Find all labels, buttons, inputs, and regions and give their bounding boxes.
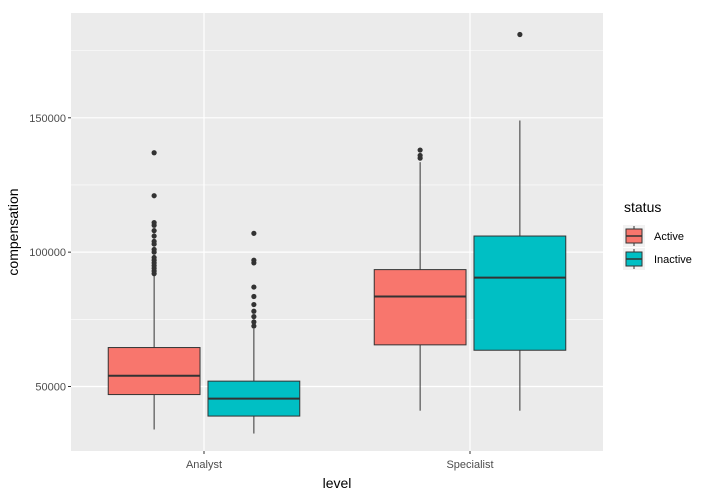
outlier-point <box>251 323 257 329</box>
outlier-point <box>251 301 257 308</box>
outlier-point <box>251 293 257 300</box>
outlier-point <box>251 319 257 325</box>
outlier-point <box>151 219 157 226</box>
y-tick-label: 100000 <box>29 247 66 259</box>
outlier-point <box>251 314 257 320</box>
outlier-point <box>151 254 157 261</box>
y-tick-label: 150000 <box>29 113 66 125</box>
outlier-point <box>251 284 257 290</box>
outlier-point <box>417 152 423 159</box>
outlier-point <box>151 233 157 239</box>
outlier-point <box>151 228 157 234</box>
y-axis: 50000 100000 150000 <box>29 113 71 394</box>
box-active-analyst <box>107 150 201 430</box>
x-axis: Analyst Specialist <box>186 451 494 471</box>
x-axis-title: level <box>323 475 352 491</box>
legend-label: Inactive <box>654 254 692 266</box>
outlier-point <box>251 308 257 314</box>
box-inactive-specialist <box>473 31 567 411</box>
x-tick-label: Specialist <box>446 459 493 471</box>
box-iqr <box>107 347 201 396</box>
legend-key-inactive: Inactive <box>623 248 692 270</box>
legend: status Active Inactive <box>623 199 692 270</box>
legend-key-active: Active <box>623 225 684 247</box>
box-inactive-analyst <box>207 230 301 434</box>
outlier-point <box>151 193 157 199</box>
legend-title: status <box>624 199 661 215</box>
outlier-point <box>151 150 157 156</box>
outlier-point <box>251 230 257 236</box>
outlier-point <box>151 238 157 245</box>
outlier-point <box>417 147 423 153</box>
legend-label: Active <box>654 231 684 243</box>
box-iqr <box>373 269 467 346</box>
outlier-point <box>151 246 157 253</box>
outlier-point <box>251 257 257 263</box>
box-iqr <box>473 235 567 351</box>
x-tick-label: Analyst <box>186 459 222 471</box>
box-active-specialist <box>373 147 467 411</box>
y-axis-title: compensation <box>5 188 21 275</box>
box-layer <box>107 31 567 434</box>
outlier-point <box>517 31 523 38</box>
y-tick-label: 50000 <box>35 382 66 394</box>
